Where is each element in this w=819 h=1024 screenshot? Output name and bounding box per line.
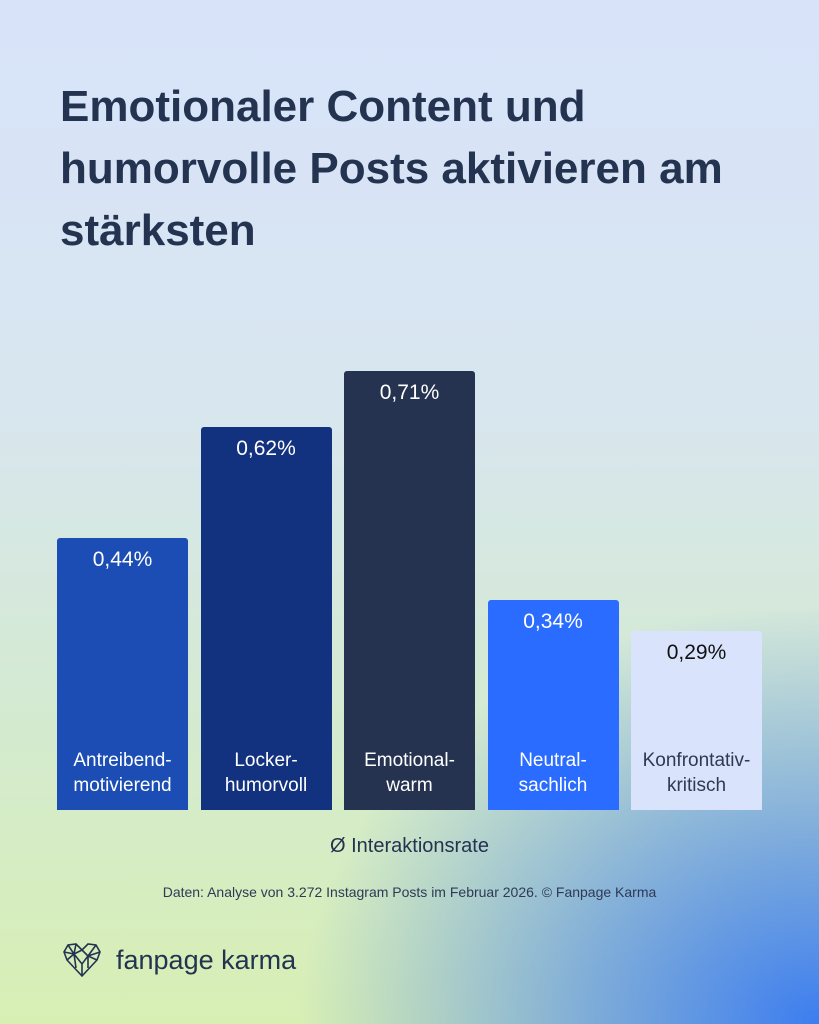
logo-text: fanpage karma: [116, 944, 297, 975]
data-label: 0,34%: [523, 609, 583, 633]
category-label: Antreibend-motivierend: [73, 749, 172, 796]
bar: 0,34% Neutral-sachlich: [487, 599, 619, 810]
source-note: Daten: Analyse von 3.272 Instagram Posts…: [162, 884, 657, 900]
x-axis-label: Ø Interaktionsrate: [330, 835, 489, 857]
data-label: 0,62%: [236, 436, 296, 460]
data-label: 0,71%: [379, 381, 440, 405]
data-label: 0,29%: [666, 640, 727, 664]
heart-network-icon: [63, 943, 101, 978]
bar: 0,29% Konfrontativ-kritisch: [631, 630, 762, 810]
category-label: Locker-humorvoll: [224, 749, 308, 796]
bar: 0,71% Emotional-warm: [344, 371, 475, 810]
category-label: Konfrontativ-kritisch: [642, 749, 751, 796]
bar: 0,62% Locker-humorvoll: [200, 426, 332, 810]
category-label: Neutral-sachlich: [518, 749, 588, 796]
bar: 0,44% Antreibend-motivierend: [57, 538, 188, 810]
category-label: Emotional-warm: [364, 749, 455, 796]
chart-title: Emotionaler Content und humorvolle Posts…: [60, 82, 723, 255]
logo: fanpage karma: [62, 942, 296, 978]
data-label: 0,44%: [92, 548, 153, 572]
